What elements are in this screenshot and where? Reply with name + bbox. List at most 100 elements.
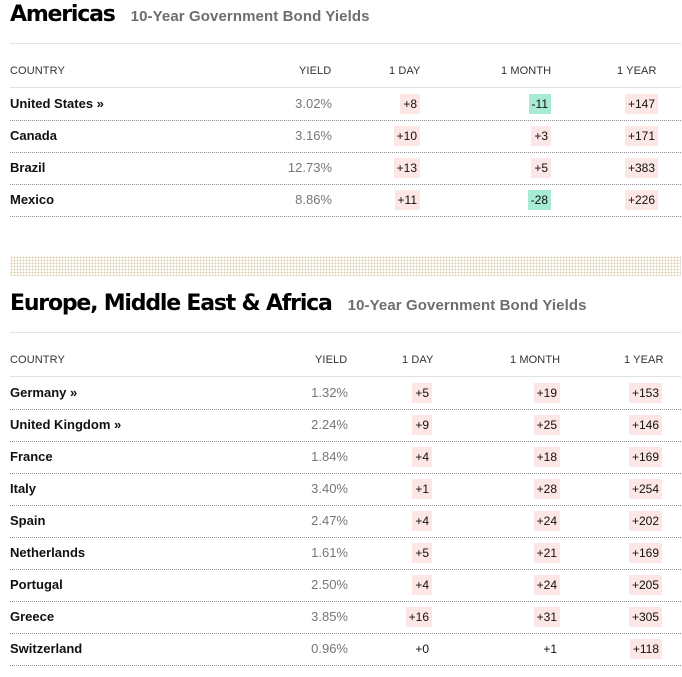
yield-value: 2.24%: [311, 417, 348, 432]
yield-value: 3.02%: [295, 96, 332, 111]
row-divider: [10, 184, 681, 185]
table-row: Mexico 8.86% +11 -28 +226: [0, 184, 682, 216]
change-1month: +25: [533, 415, 560, 435]
country-name: Canada: [10, 128, 57, 143]
country-name: Netherlands: [10, 545, 86, 560]
americas-title-rule: [10, 43, 681, 44]
country-name: Brazil: [10, 160, 46, 175]
change-1month: -28: [527, 190, 551, 210]
table-row: France 1.84% +4 +18 +169: [0, 441, 682, 473]
table-row: United Kingdom » 2.24% +9 +25 +146: [0, 409, 682, 441]
emea-col-1year: 1 YEAR: [624, 354, 664, 366]
yield-value: 12.73%: [287, 160, 332, 175]
row-divider: [10, 120, 681, 121]
change-1year: +202: [628, 511, 662, 531]
table-row: United States » 3.02% +8 -11 +147: [0, 88, 682, 120]
yield-value: 1.84%: [311, 449, 348, 464]
yield-value: 3.16%: [295, 128, 332, 143]
americas-title: Americas: [10, 2, 116, 27]
change-1month: +3: [531, 126, 551, 146]
change-1month: +24: [533, 511, 560, 531]
change-1day: +5: [412, 383, 432, 403]
americas-subtitle: 10-Year Government Bond Yields: [130, 8, 370, 25]
americas-col-1day: 1 DAY: [389, 65, 421, 77]
country-name: Spain: [10, 513, 46, 528]
emea-title-rule: [10, 332, 681, 333]
change-1year: +305: [628, 607, 662, 627]
yield-value: 2.47%: [311, 513, 348, 528]
change-1month: +19: [533, 383, 560, 403]
emea-header: Europe, Middle East & Africa 10-Year Gov…: [10, 291, 587, 316]
emea-title: Europe, Middle East & Africa: [10, 291, 333, 316]
emea-subtitle: 10-Year Government Bond Yields: [347, 297, 587, 314]
emea-header-rule: [10, 376, 681, 377]
table-row: Switzerland 0.96% +0 +1 +118: [0, 633, 682, 665]
change-1day: +16: [405, 607, 432, 627]
change-1day: +4: [412, 575, 432, 595]
row-divider: [10, 441, 681, 442]
change-1day: +0: [415, 642, 429, 656]
change-1day: +9: [412, 415, 432, 435]
change-1day: +10: [393, 126, 420, 146]
change-1month: +5: [531, 158, 551, 178]
americas-header: Americas 10-Year Government Bond Yields: [10, 2, 370, 27]
change-1month: +21: [533, 543, 560, 563]
change-1month: +18: [533, 447, 560, 467]
change-1year: +383: [624, 158, 658, 178]
country-name[interactable]: United States »: [10, 96, 104, 111]
row-divider: [10, 505, 681, 506]
table-row: Greece 3.85% +16 +31 +305: [0, 601, 682, 633]
americas-header-rule: [10, 87, 681, 88]
change-1year: +169: [628, 543, 662, 563]
change-1year: +153: [628, 383, 662, 403]
country-name: Mexico: [10, 192, 55, 207]
table-row: Spain 2.47% +4 +24 +202: [0, 505, 682, 537]
change-1day: +4: [412, 447, 432, 467]
emea-col-1month: 1 MONTH: [510, 354, 561, 366]
country-name: Portugal: [10, 577, 63, 592]
table-row: Brazil 12.73% +13 +5 +383: [0, 152, 682, 184]
americas-col-country: COUNTRY: [10, 65, 65, 77]
table-row: Portugal 2.50% +4 +24 +205: [0, 569, 682, 601]
table-row: Germany » 1.32% +5 +19 +153: [0, 377, 682, 409]
row-divider: [10, 665, 681, 666]
americas-col-1month: 1 MONTH: [501, 65, 552, 77]
row-divider: [10, 152, 681, 153]
change-1year: +147: [624, 94, 658, 114]
country-name[interactable]: United Kingdom »: [10, 417, 122, 432]
change-1year: +169: [628, 447, 662, 467]
emea-col-yield: YIELD: [315, 354, 348, 366]
yield-value: 0.96%: [311, 641, 348, 656]
emea-col-1day: 1 DAY: [402, 354, 434, 366]
section-divider: [10, 256, 681, 276]
row-divider: [10, 409, 681, 410]
country-name: France: [10, 449, 53, 464]
yield-value: 1.61%: [311, 545, 348, 560]
change-1month: +24: [533, 575, 560, 595]
table-row: Canada 3.16% +10 +3 +171: [0, 120, 682, 152]
change-1year: +226: [624, 190, 658, 210]
americas-col-yield: YIELD: [299, 65, 332, 77]
change-1day: +8: [400, 94, 420, 114]
change-1month: +31: [533, 607, 560, 627]
change-1day: +11: [394, 190, 420, 210]
country-name: Switzerland: [10, 641, 83, 656]
change-1month: +1: [543, 642, 557, 656]
change-1day: +13: [393, 158, 420, 178]
country-name[interactable]: Germany »: [10, 385, 78, 400]
row-divider: [10, 473, 681, 474]
change-1year: +118: [629, 639, 662, 659]
change-1day: +4: [412, 511, 432, 531]
yield-value: 8.86%: [295, 192, 332, 207]
row-divider: [10, 216, 681, 217]
yield-value: 2.50%: [311, 577, 348, 592]
emea-col-country: COUNTRY: [10, 354, 65, 366]
table-row: Italy 3.40% +1 +28 +254: [0, 473, 682, 505]
change-1year: +146: [628, 415, 662, 435]
change-1month: -11: [528, 94, 551, 114]
yield-value: 3.85%: [311, 609, 348, 624]
table-row: Netherlands 1.61% +5 +21 +169: [0, 537, 682, 569]
row-divider: [10, 633, 681, 634]
row-divider: [10, 537, 681, 538]
row-divider: [10, 601, 681, 602]
